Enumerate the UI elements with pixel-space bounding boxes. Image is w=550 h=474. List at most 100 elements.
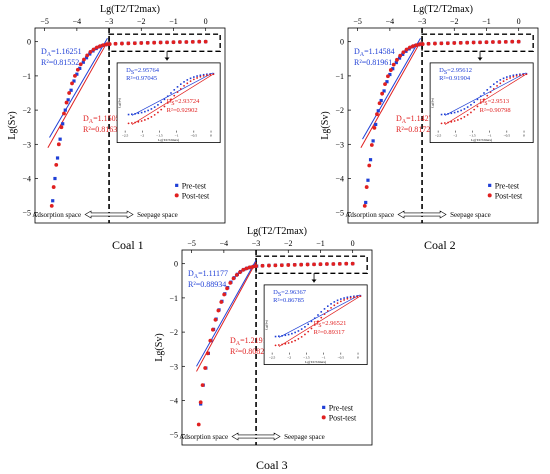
plot-frame xyxy=(347,27,539,224)
da-pre-label: DA=1.16251 xyxy=(41,47,82,58)
post-test-point xyxy=(145,40,150,45)
inset-pre-point xyxy=(440,113,443,116)
inset-fit-pre xyxy=(131,72,213,116)
post-test-point xyxy=(228,280,233,285)
post-test-point xyxy=(120,41,124,46)
post-test-point xyxy=(411,44,415,49)
fit-line-post xyxy=(47,41,108,148)
inset-pre-point xyxy=(483,92,485,94)
ds-post-label: DS=2.93724 xyxy=(167,98,201,107)
region-adsorption-label: Adsorption space xyxy=(32,211,81,219)
inset-x-tick-label: −1.5 xyxy=(469,134,476,138)
inset-post-point xyxy=(290,341,293,343)
r2s-post-label: R²=0.90798 xyxy=(480,107,511,114)
x-tick-label: −5 xyxy=(353,17,362,26)
inset-pre-point xyxy=(519,73,521,76)
ds-pre-label: DS=2.95612 xyxy=(439,67,472,76)
post-test-point xyxy=(407,45,412,50)
inset-post-point xyxy=(202,75,205,77)
inset-post-point xyxy=(326,309,329,312)
pre-test-point xyxy=(382,89,386,93)
legend-post-label: Post-test xyxy=(495,191,523,200)
post-test-point xyxy=(211,327,215,332)
inset-pre-point xyxy=(297,330,300,332)
inset-pre-point xyxy=(281,335,283,337)
inset-pre-point xyxy=(340,298,342,300)
r2s-post-label: R²=0.89317 xyxy=(314,329,346,336)
inset-post-point xyxy=(515,75,518,77)
inset-pre-point xyxy=(326,305,329,307)
inset-post-point xyxy=(509,77,512,79)
post-test-point xyxy=(380,91,385,96)
x-tick-label: −5 xyxy=(187,239,196,248)
pre-test-point xyxy=(58,137,62,141)
inset-post-point xyxy=(284,342,287,345)
inset-x-tick-label: −0.5 xyxy=(338,356,345,360)
post-test-point xyxy=(497,40,502,44)
post-test-point xyxy=(377,101,382,106)
inset-plot: −2.5 −2 −1.5 −1 −0.5 0 Lg(T2/T2max) Lg(Sv) DS=2.… xyxy=(429,62,534,144)
post-test-point xyxy=(59,125,64,130)
region-double-arrow xyxy=(84,210,134,219)
y-tick-label: −1 xyxy=(169,294,178,303)
inset-post-point xyxy=(440,122,443,125)
inset-pre-point xyxy=(300,328,303,330)
inset-post-point xyxy=(150,116,153,118)
inset-pre-point xyxy=(166,95,169,98)
inset-x-tick-label: −1.5 xyxy=(303,356,310,360)
inset-post-point xyxy=(483,98,485,101)
da-post-label: DA=1.14278 xyxy=(396,114,437,125)
r2s-pre-label: R²=0.91904 xyxy=(439,75,471,82)
inset-post-point xyxy=(163,105,166,108)
inset-x-tick-label: −2 xyxy=(287,356,291,360)
inset-pre-point xyxy=(333,301,336,303)
inset-post-point xyxy=(137,120,140,123)
pre-test-point xyxy=(81,60,85,64)
inset-pre-point xyxy=(284,334,287,337)
inset-post-point xyxy=(310,327,313,330)
legend-pre-label: Pre-test xyxy=(495,181,520,190)
inset-post-point xyxy=(359,295,362,298)
inset-x-tick-label: −2 xyxy=(453,134,457,138)
inset-x-tick-label: −0.5 xyxy=(191,134,198,138)
post-test-point xyxy=(372,125,377,130)
inset-post-point xyxy=(205,74,208,77)
fit-line-post xyxy=(360,41,421,148)
inset-post-point xyxy=(173,94,176,97)
post-test-point xyxy=(312,262,316,267)
inset-post-point xyxy=(186,82,189,85)
inset-post-point xyxy=(127,122,130,125)
inset-post-point xyxy=(307,330,310,333)
inset-pre-point xyxy=(199,74,202,77)
inset-post-point xyxy=(320,316,323,319)
da-post-label: DA=1.21915 xyxy=(230,336,271,347)
inset-x-tick-label: 0 xyxy=(523,134,525,138)
pre-test-point xyxy=(391,67,395,71)
zoom-arrow-head xyxy=(311,279,317,283)
post-test-point xyxy=(426,41,431,46)
inset-pre-point xyxy=(173,89,176,91)
y-tick-label: 0 xyxy=(340,38,344,47)
inset-x-tick-label: −2.5 xyxy=(435,134,442,138)
inset-plot: −2.5 −2 −1.5 −1 −0.5 0 Lg(T2/T2max) Lg(Sv) DS=2.… xyxy=(263,284,368,366)
x-tick-label: −3 xyxy=(418,17,427,26)
ds-post-label: DS=2.96521 xyxy=(314,320,347,329)
r2a-pre-label: R²=0.88934 xyxy=(188,280,226,289)
inset-post-point xyxy=(476,105,479,108)
post-test-point xyxy=(196,422,201,427)
zoom-arrow-head xyxy=(164,57,170,61)
post-test-point xyxy=(139,41,144,45)
y-tick-label: 0 xyxy=(27,38,31,47)
inset-post-point xyxy=(212,73,215,76)
inset-post-point xyxy=(209,73,212,76)
inset-pre-point xyxy=(489,86,492,88)
inset-post-point xyxy=(333,304,336,307)
inset-x-tick-label: −1.5 xyxy=(156,134,163,138)
inset-pre-point xyxy=(496,81,498,83)
inset-post-point xyxy=(453,120,456,122)
inset-pre-point xyxy=(515,73,518,76)
post-test-point xyxy=(178,40,182,44)
inset-post-point xyxy=(196,77,199,79)
inset-pre-point xyxy=(170,92,172,94)
inset-post-point xyxy=(176,91,179,94)
